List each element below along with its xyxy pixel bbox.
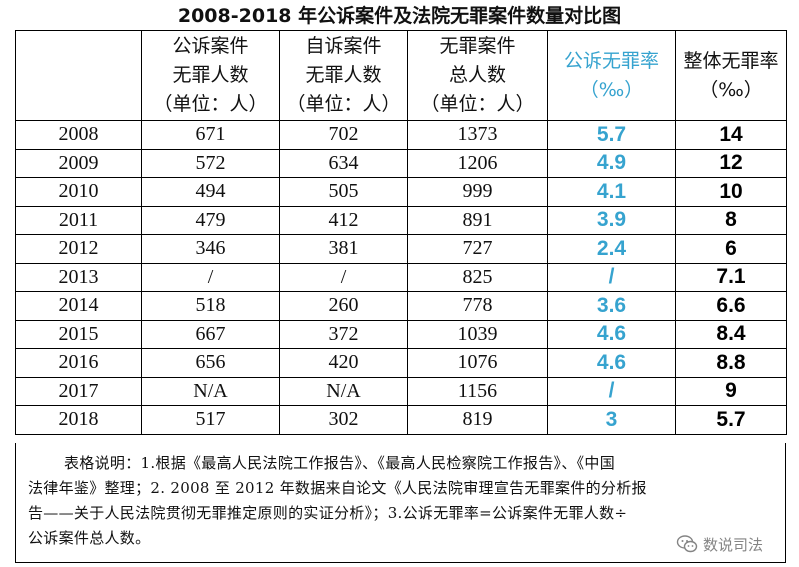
- header-year: [15, 30, 142, 121]
- cell-total-acquittals: 1373: [407, 120, 548, 150]
- cell-public-acquittals: 572: [141, 148, 280, 178]
- table-row: 2013//825/7.1: [15, 262, 787, 292]
- note-line: 公诉案件总人数。: [28, 529, 151, 547]
- table-row: 2017 N/A N/A 1156/9: [15, 376, 787, 406]
- cell-overall-rate: 8.8: [675, 348, 787, 378]
- cell-private-acquittals: 260: [279, 291, 408, 321]
- data-table: 公诉案件 无罪人数 （单位：人） 自诉案件 无罪人数 （单位：人） 无罪案件 总…: [15, 30, 787, 435]
- cell-year: 2011: [15, 205, 142, 235]
- cell-year: 2016: [15, 348, 142, 378]
- cell-public-rate: 5.7: [547, 120, 676, 150]
- cell-total-acquittals: 1156: [407, 376, 548, 406]
- cell-overall-rate: 7.1: [675, 262, 787, 292]
- cell-total-acquittals: 819: [407, 405, 548, 435]
- cell-total-acquittals: 999: [407, 177, 548, 207]
- cell-private-acquittals: 420: [279, 348, 408, 378]
- cell-year: 2013: [15, 262, 142, 292]
- cell-total-acquittals: 891: [407, 205, 548, 235]
- cell-public-acquittals: 656: [141, 348, 280, 378]
- cell-public-rate: 3.9: [547, 205, 676, 235]
- cell-total-acquittals: 1076: [407, 348, 548, 378]
- cell-public-rate: 4.6: [547, 319, 676, 349]
- header-public-acquittal-rate: 公诉无罪率 （‰）: [547, 30, 676, 121]
- cell-private-acquittals: 505: [279, 177, 408, 207]
- cell-year: 2015: [15, 319, 142, 349]
- cell-overall-rate: 8.4: [675, 319, 787, 349]
- cell-public-rate: 2.4: [547, 234, 676, 264]
- table-row: 2010 494 505 999 4.1 10: [15, 177, 787, 207]
- cell-public-rate: 4.9: [547, 148, 676, 178]
- table-row: 2012 346 381 727 2.4 6: [15, 234, 787, 264]
- cell-total-acquittals: 778: [407, 291, 548, 321]
- header-row: 公诉案件 无罪人数 （单位：人） 自诉案件 无罪人数 （单位：人） 无罪案件 总…: [15, 30, 787, 121]
- watermark-text: 数说司法: [703, 535, 764, 554]
- header-overall-acquittal-rate: 整体无罪率 （‰）: [675, 30, 787, 121]
- table-row: 2009 572 634 1206 4.9 12: [15, 148, 787, 178]
- cell-total-acquittals: 1206: [407, 148, 548, 178]
- note-line: 法律年鉴》整理；2. 2008 至 2012 年数据来自论文《人民法院审理宣告无…: [28, 479, 647, 497]
- cell-overall-rate: 10: [675, 177, 787, 207]
- cell-public-rate: 3.6: [547, 291, 676, 321]
- cell-public-acquittals: 494: [141, 177, 280, 207]
- table-row: 2015 667 372 1039 4.6 8.4: [15, 319, 787, 349]
- cell-year: 2018: [15, 405, 142, 435]
- cell-private-acquittals: 702: [279, 120, 408, 150]
- cell-overall-rate: 6.6: [675, 291, 787, 321]
- note-line: 表格说明：1.根据《最高人民法院工作报告》、《最高人民检察院工作报告》、《中国: [64, 454, 616, 472]
- cell-overall-rate: 6: [675, 234, 787, 264]
- note-line: 告——关于人民法院贯彻无罪推定原则的实证分析》；3.公诉无罪率=公诉案件无罪人数…: [28, 504, 628, 522]
- cell-total-acquittals: 727: [407, 234, 548, 264]
- cell-public-acquittals: 518: [141, 291, 280, 321]
- cell-public-acquittals: /: [141, 262, 280, 292]
- table-title: 2008-2018 年公诉案件及法院无罪案件数量对比图: [177, 5, 622, 27]
- watermark: 数说司法: [676, 531, 763, 557]
- cell-private-acquittals: N/A: [279, 376, 408, 406]
- cell-total-acquittals: 825: [407, 262, 548, 292]
- cell-private-acquittals: 634: [279, 148, 408, 178]
- cell-public-acquittals: 517: [141, 405, 280, 435]
- table-notes: 表格说明：1.根据《最高人民法院工作报告》、《最高人民检察院工作报告》、《中国 …: [15, 443, 786, 563]
- cell-public-acquittals: 667: [141, 319, 280, 349]
- cell-overall-rate: 12: [675, 148, 787, 178]
- cell-total-acquittals: 1039: [407, 319, 548, 349]
- cell-overall-rate: 14: [675, 120, 787, 150]
- cell-public-rate: 4.6: [547, 348, 676, 378]
- cell-private-acquittals: 302: [279, 405, 408, 435]
- cell-public-rate: /: [547, 376, 676, 406]
- cell-public-acquittals: 479: [141, 205, 280, 235]
- cell-private-acquittals: 372: [279, 319, 408, 349]
- header-private-prosecution-acquittals: 自诉案件 无罪人数 （单位：人）: [279, 30, 408, 121]
- table-row: 2016 656 420 1076 4.6 8.8: [15, 348, 787, 378]
- table-row: 2011 479 412 891 3.9 8: [15, 205, 787, 235]
- cell-public-acquittals: N/A: [141, 376, 280, 406]
- cell-public-acquittals: 346: [141, 234, 280, 264]
- cell-overall-rate: 9: [675, 376, 787, 406]
- cell-overall-rate: 5.7: [675, 405, 787, 435]
- table-row: 2014 518 260 778 3.6 6.6: [15, 291, 787, 321]
- cell-year: 2012: [15, 234, 142, 264]
- cell-year: 2017: [15, 376, 142, 406]
- cell-public-rate: /: [547, 262, 676, 292]
- table-row: 2018 517 302 819 3 5.7: [15, 405, 787, 435]
- cell-year: 2009: [15, 148, 142, 178]
- cell-public-rate: 3: [547, 405, 676, 435]
- wechat-bubble-icon: [676, 535, 698, 553]
- cell-overall-rate: 8: [675, 205, 787, 235]
- cell-year: 2008: [15, 120, 142, 150]
- header-total-acquittals: 无罪案件 总人数 （单位：人）: [407, 30, 548, 121]
- cell-private-acquittals: 381: [279, 234, 408, 264]
- cell-year: 2014: [15, 291, 142, 321]
- cell-public-acquittals: 671: [141, 120, 280, 150]
- cell-public-rate: 4.1: [547, 177, 676, 207]
- cell-private-acquittals: 412: [279, 205, 408, 235]
- header-public-prosecution-acquittals: 公诉案件 无罪人数 （单位：人）: [141, 30, 280, 121]
- cell-year: 2010: [15, 177, 142, 207]
- table-row: 2008 671 702 1373 5.7 14: [15, 120, 787, 150]
- cell-private-acquittals: /: [279, 262, 408, 292]
